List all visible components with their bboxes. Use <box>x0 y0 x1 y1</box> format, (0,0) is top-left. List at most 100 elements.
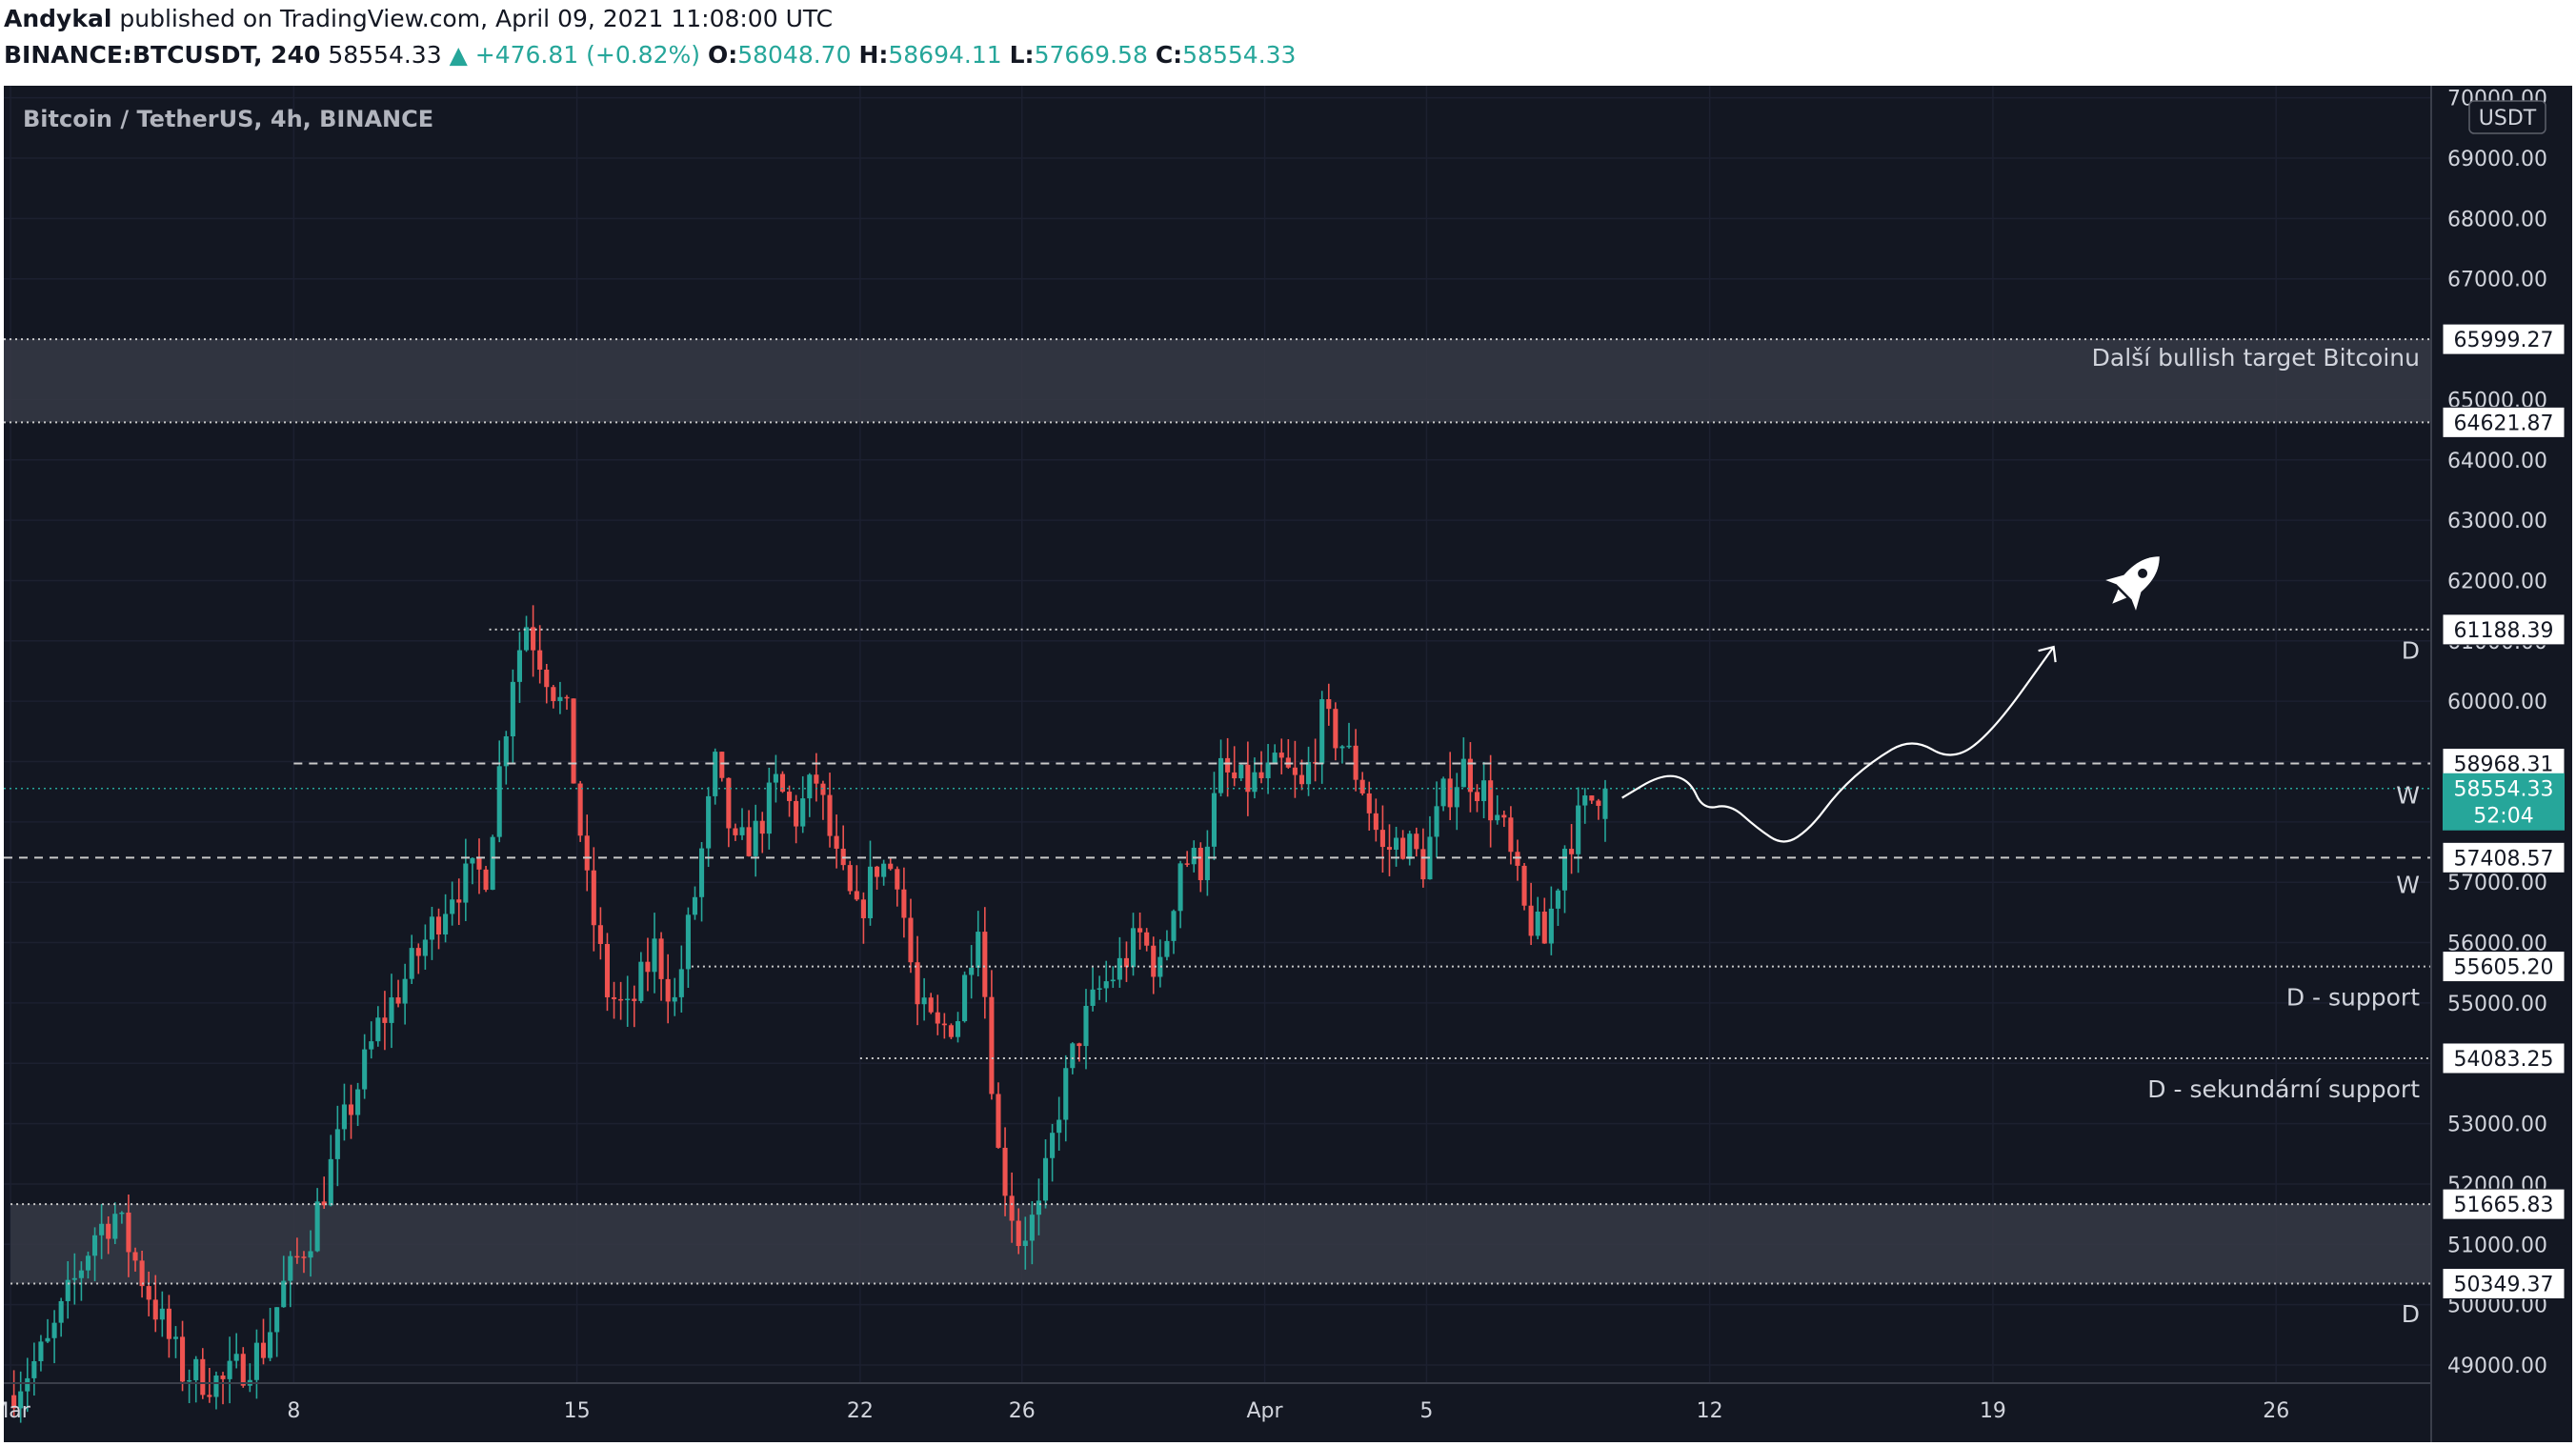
candle-body <box>531 627 536 651</box>
candle-body <box>409 948 414 979</box>
price-tick: 53000.00 <box>2447 1114 2547 1137</box>
candle-body <box>1467 758 1473 793</box>
candle-body <box>941 1023 947 1026</box>
candle-body <box>1306 762 1312 785</box>
candle-body <box>510 681 515 736</box>
candle-body <box>591 870 596 926</box>
annotation-text: D - support <box>2286 984 2420 1012</box>
candle-body <box>382 1017 388 1023</box>
candle-body <box>753 820 758 856</box>
candle-body <box>294 1255 300 1258</box>
level-price-box <box>2442 1188 2566 1220</box>
candle-body <box>435 916 442 935</box>
candle-body <box>1561 849 1568 891</box>
candle-body <box>159 1308 165 1320</box>
candle-body <box>1366 793 1372 813</box>
candle-body <box>1460 758 1466 788</box>
close-value: 58554.33 <box>1182 41 1297 69</box>
candle-body <box>38 1341 44 1361</box>
candle-body <box>146 1286 151 1300</box>
levels <box>4 338 2431 1285</box>
candle-body <box>1602 788 1608 819</box>
candle-body <box>726 777 732 829</box>
candle-body <box>1576 805 1581 854</box>
candle-body <box>274 1307 280 1333</box>
candle-body <box>672 996 677 1002</box>
candle-body <box>503 735 509 767</box>
price-tick: 69000.00 <box>2447 148 2547 171</box>
candle-body <box>814 774 819 784</box>
low-value: 57669.58 <box>1034 41 1148 69</box>
candle-body <box>348 1104 354 1115</box>
candle-body <box>11 1395 17 1409</box>
candle-body <box>1333 709 1338 749</box>
time-tick: 8 <box>287 1399 300 1423</box>
level-price-label: 57408.57 <box>2454 847 2554 871</box>
candle-body <box>213 1376 219 1397</box>
candle-body <box>463 863 469 903</box>
time-tick: 5 <box>1419 1399 1433 1423</box>
candle-body <box>1245 764 1251 793</box>
candle-body <box>982 932 988 997</box>
candle-body <box>1225 757 1231 773</box>
candle-body <box>854 891 859 900</box>
candle-body <box>713 752 718 796</box>
annotation-text: D <box>2402 636 2420 664</box>
candle-body <box>1029 1215 1035 1241</box>
candle-body <box>544 670 550 688</box>
zone-rect <box>4 339 2431 423</box>
candle-body <box>1420 849 1426 880</box>
symbol-label[interactable]: BINANCE:BTCUSDT, 240 <box>4 41 321 69</box>
price-tick: 64000.00 <box>2447 450 2547 473</box>
candle-body <box>1218 757 1224 793</box>
price-tick: 60000.00 <box>2447 691 2547 714</box>
candle-body <box>1414 833 1419 850</box>
candle-body <box>1339 746 1345 749</box>
time-axis[interactable]: Mar 8 15 22 26 Apr 5 12 19 26 <box>4 1399 2289 1423</box>
candle-body <box>597 925 603 944</box>
candle-body <box>1481 780 1487 802</box>
time-tick: 26 <box>2263 1399 2289 1423</box>
level-price-label: 50349.37 <box>2454 1274 2554 1297</box>
candle-body <box>187 1379 192 1382</box>
annotation-text: W <box>2396 781 2420 809</box>
time-tick: 12 <box>1697 1399 1723 1423</box>
candle-body <box>1232 772 1238 779</box>
chart-pane[interactable]: Další bullish target Bitcoinu D W W D - supp… <box>4 86 2572 1442</box>
candle-body <box>827 794 833 836</box>
author-name[interactable]: Andykal <box>4 5 112 32</box>
candle-body <box>1501 814 1507 818</box>
candle-body <box>301 1256 307 1258</box>
grid <box>4 86 2431 1383</box>
candle-body <box>227 1360 232 1379</box>
price-chart[interactable]: Další bullish target Bitcoinu D W W D - supp… <box>4 86 2572 1442</box>
candle-body <box>1090 989 1096 1006</box>
candle-body <box>92 1235 98 1256</box>
candles <box>11 605 1608 1423</box>
candle-body <box>557 696 563 701</box>
rocket-icon <box>2105 556 2160 611</box>
level-price-label: 51665.83 <box>2454 1194 2554 1217</box>
candle-body <box>1110 979 1116 982</box>
candle-body <box>1359 779 1365 793</box>
candle-body <box>1022 1240 1028 1247</box>
candle-body <box>1144 932 1150 946</box>
candle-body <box>604 943 611 997</box>
level-price-box <box>2442 1268 2566 1300</box>
candle-body <box>955 1021 961 1037</box>
candle-body <box>685 914 691 970</box>
candle-body <box>207 1395 212 1397</box>
time-tick: 26 <box>1009 1399 1036 1423</box>
currency-badge[interactable]: USDT <box>2468 100 2546 134</box>
candle-body <box>746 827 752 856</box>
candle-body <box>1394 837 1399 850</box>
candle-body <box>976 932 981 968</box>
candle-body <box>1569 849 1575 854</box>
candle-body <box>996 1094 1001 1148</box>
candle-body <box>1130 928 1137 968</box>
candle-body <box>193 1358 199 1380</box>
current-price-box <box>2443 773 2565 831</box>
price-tick: 57000.00 <box>2447 872 2547 895</box>
candle-body <box>233 1354 239 1361</box>
time-tick: Mar <box>4 1399 31 1423</box>
